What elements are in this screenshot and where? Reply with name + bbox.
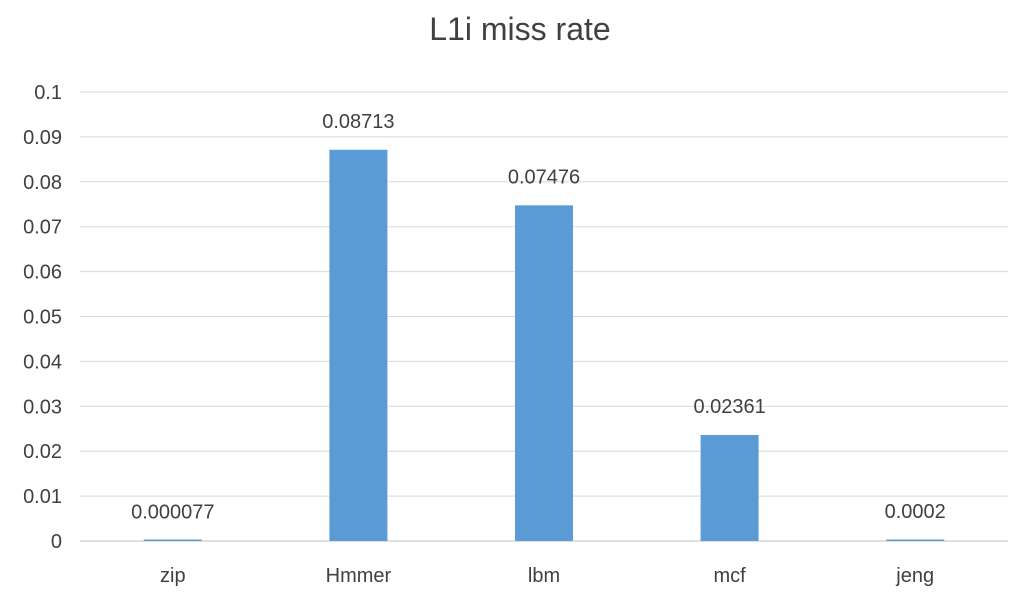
bars bbox=[143, 149, 945, 541]
y-tick-label: 0.02 bbox=[23, 441, 62, 463]
y-tick-label: 0.04 bbox=[23, 351, 62, 373]
y-axis-ticks: 0 0.01 0.02 0.03 0.04 0.05 0.06 0.07 0.08 0.09 0.1 bbox=[23, 82, 62, 553]
y-tick-label: 0.06 bbox=[23, 262, 62, 284]
bar-jeng bbox=[886, 539, 945, 541]
y-tick-label: 0.03 bbox=[23, 396, 62, 418]
x-category-label: mcf bbox=[713, 565, 746, 587]
bar-hmmer bbox=[329, 149, 388, 541]
y-tick-label: 0 bbox=[51, 531, 62, 553]
y-tick-label: 0.1 bbox=[34, 82, 62, 104]
data-label-lbm: 0.07476 bbox=[508, 166, 580, 188]
bar-zip bbox=[143, 539, 202, 541]
y-tick-label: 0.07 bbox=[23, 217, 62, 239]
bar-lbm bbox=[515, 205, 573, 541]
y-tick-label: 0.09 bbox=[23, 127, 62, 149]
data-label-hmmer: 0.08713 bbox=[322, 111, 394, 133]
x-category-label: zip bbox=[160, 565, 186, 587]
data-label-jeng: 0.0002 bbox=[885, 501, 946, 523]
chart-title: L1i miss rate bbox=[429, 11, 610, 47]
y-tick-label: 0.08 bbox=[23, 172, 62, 194]
bar-mcf bbox=[700, 434, 759, 541]
data-label-zip: 0.000077 bbox=[131, 502, 214, 524]
x-category-label: jeng bbox=[895, 565, 934, 587]
y-tick-label: 0.05 bbox=[23, 307, 62, 329]
y-tick-label: 0.01 bbox=[23, 486, 62, 508]
x-axis-categories: zip Hmmer lbm mcf jeng bbox=[160, 565, 934, 587]
x-category-label: lbm bbox=[528, 565, 560, 587]
data-label-mcf: 0.02361 bbox=[693, 396, 765, 418]
x-category-label: Hmmer bbox=[326, 565, 392, 587]
data-labels: 0.000077 0.08713 0.07476 0.02361 0.0002 bbox=[131, 111, 946, 524]
